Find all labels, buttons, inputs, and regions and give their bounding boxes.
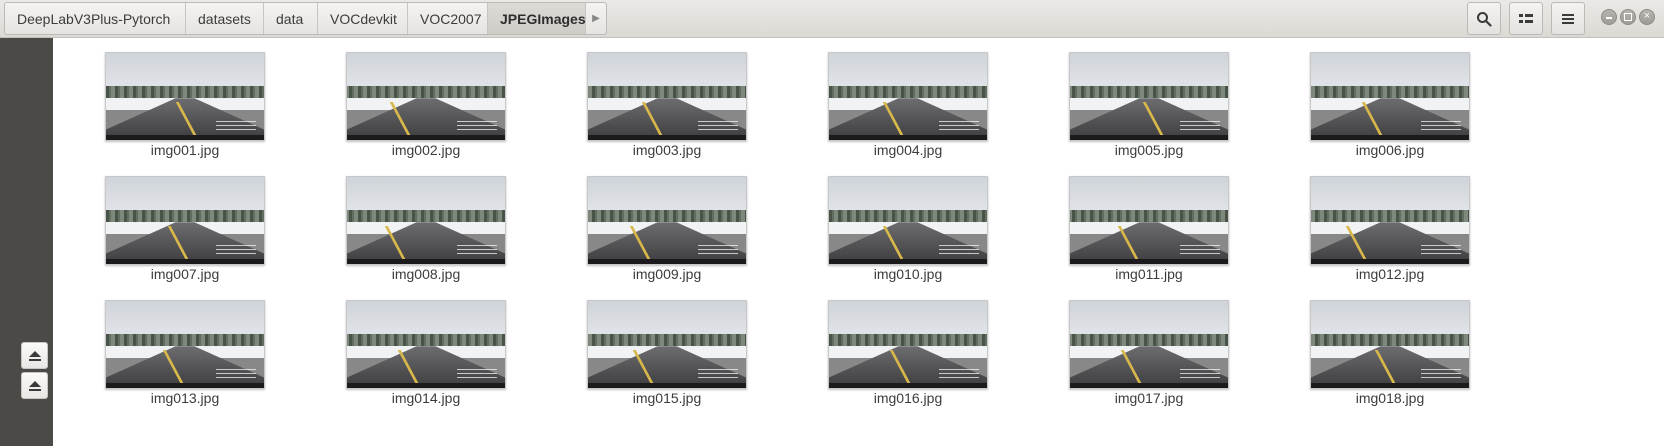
eject-button[interactable] xyxy=(21,342,48,369)
image-thumbnail[interactable] xyxy=(1069,300,1229,389)
image-thumbnail[interactable] xyxy=(587,300,747,389)
file-item[interactable]: img009.jpg xyxy=(582,162,752,282)
image-thumbnail[interactable] xyxy=(828,52,988,141)
image-thumbnail[interactable] xyxy=(346,176,506,265)
image-thumbnail[interactable] xyxy=(1069,176,1229,265)
file-name-label: img005.jpg xyxy=(1114,142,1184,158)
maximize-icon xyxy=(1624,13,1632,21)
file-item[interactable]: img015.jpg xyxy=(582,286,752,406)
file-name-label: img009.jpg xyxy=(632,266,702,282)
search-icon xyxy=(1477,11,1492,27)
view-options-button[interactable] xyxy=(1509,2,1543,35)
file-name-label: img016.jpg xyxy=(873,390,943,406)
file-item[interactable]: img008.jpg xyxy=(341,162,511,282)
file-item[interactable]: img010.jpg xyxy=(823,162,993,282)
file-item[interactable]: img013.jpg xyxy=(100,286,270,406)
file-item[interactable]: img016.jpg xyxy=(823,286,993,406)
file-item[interactable]: img012.jpg xyxy=(1305,162,1475,282)
close-window-button[interactable]: × xyxy=(1639,9,1655,25)
eject-icon xyxy=(28,380,41,391)
file-name-label: img018.jpg xyxy=(1355,390,1425,406)
view-options-icon xyxy=(1519,13,1533,23)
image-thumbnail[interactable] xyxy=(1310,176,1470,265)
image-thumbnail[interactable] xyxy=(828,300,988,389)
file-name-label: img014.jpg xyxy=(391,390,461,406)
file-name-label: img010.jpg xyxy=(873,266,943,282)
file-name-label: img013.jpg xyxy=(150,390,220,406)
file-item[interactable]: img018.jpg xyxy=(1305,286,1475,406)
file-item[interactable]: img004.jpg xyxy=(823,38,993,158)
breadcrumb-item-datasets[interactable]: datasets xyxy=(186,3,264,34)
eject-button[interactable] xyxy=(21,372,48,399)
close-icon: × xyxy=(1643,10,1651,22)
file-name-label: img003.jpg xyxy=(632,142,702,158)
breadcrumb-item-voc2007[interactable]: VOC2007 xyxy=(408,3,488,34)
header-bar: DeepLabV3Plus-Pytorch datasets data VOCd… xyxy=(0,0,1664,38)
breadcrumb-item-deeplabv3plus-pytorch[interactable]: DeepLabV3Plus-Pytorch xyxy=(5,3,186,34)
image-thumbnail[interactable] xyxy=(105,52,265,141)
minimize-icon xyxy=(1606,17,1612,19)
image-thumbnail[interactable] xyxy=(1310,300,1470,389)
file-grid: img001.jpg img002.jpg img003.jpg img004.jpg… xyxy=(53,38,1664,446)
file-name-label: img004.jpg xyxy=(873,142,943,158)
file-item[interactable]: img001.jpg xyxy=(100,38,270,158)
file-item[interactable]: img017.jpg xyxy=(1064,286,1234,406)
file-name-label: img002.jpg xyxy=(391,142,461,158)
menu-button[interactable] xyxy=(1551,2,1585,35)
breadcrumb-item-vocdevkit[interactable]: VOCdevkit xyxy=(318,3,408,34)
breadcrumb-item-data[interactable]: data xyxy=(264,3,318,34)
hamburger-menu-icon xyxy=(1562,13,1574,24)
file-name-label: img006.jpg xyxy=(1355,142,1425,158)
breadcrumb-scroll-right-icon[interactable]: ▶ xyxy=(592,13,600,24)
file-item[interactable]: img002.jpg xyxy=(341,38,511,158)
file-name-label: img008.jpg xyxy=(391,266,461,282)
image-thumbnail[interactable] xyxy=(105,176,265,265)
file-name-label: img015.jpg xyxy=(632,390,702,406)
image-thumbnail[interactable] xyxy=(828,176,988,265)
breadcrumb-item-jpegimages[interactable]: JPEGImages xyxy=(488,3,586,34)
file-name-label: img007.jpg xyxy=(150,266,220,282)
file-name-label: img001.jpg xyxy=(150,142,220,158)
file-item[interactable]: img007.jpg xyxy=(100,162,270,282)
file-name-label: img017.jpg xyxy=(1114,390,1184,406)
file-name-label: img012.jpg xyxy=(1355,266,1425,282)
image-thumbnail[interactable] xyxy=(346,52,506,141)
breadcrumb: DeepLabV3Plus-Pytorch datasets data VOCd… xyxy=(4,2,607,35)
image-thumbnail[interactable] xyxy=(587,52,747,141)
image-thumbnail[interactable] xyxy=(105,300,265,389)
eject-icon xyxy=(28,350,41,361)
maximize-window-button[interactable] xyxy=(1620,9,1636,25)
file-item[interactable]: img011.jpg xyxy=(1064,162,1234,282)
image-thumbnail[interactable] xyxy=(1310,52,1470,141)
image-thumbnail[interactable] xyxy=(587,176,747,265)
file-item[interactable]: img006.jpg xyxy=(1305,38,1475,158)
minimize-window-button[interactable] xyxy=(1601,9,1617,25)
file-name-label: img011.jpg xyxy=(1115,266,1183,282)
image-thumbnail[interactable] xyxy=(1069,52,1229,141)
file-item[interactable]: img014.jpg xyxy=(341,286,511,406)
file-item[interactable]: img003.jpg xyxy=(582,38,752,158)
image-thumbnail[interactable] xyxy=(346,300,506,389)
sidebar xyxy=(0,38,53,446)
search-button[interactable] xyxy=(1467,2,1501,35)
file-item[interactable]: img005.jpg xyxy=(1064,38,1234,158)
